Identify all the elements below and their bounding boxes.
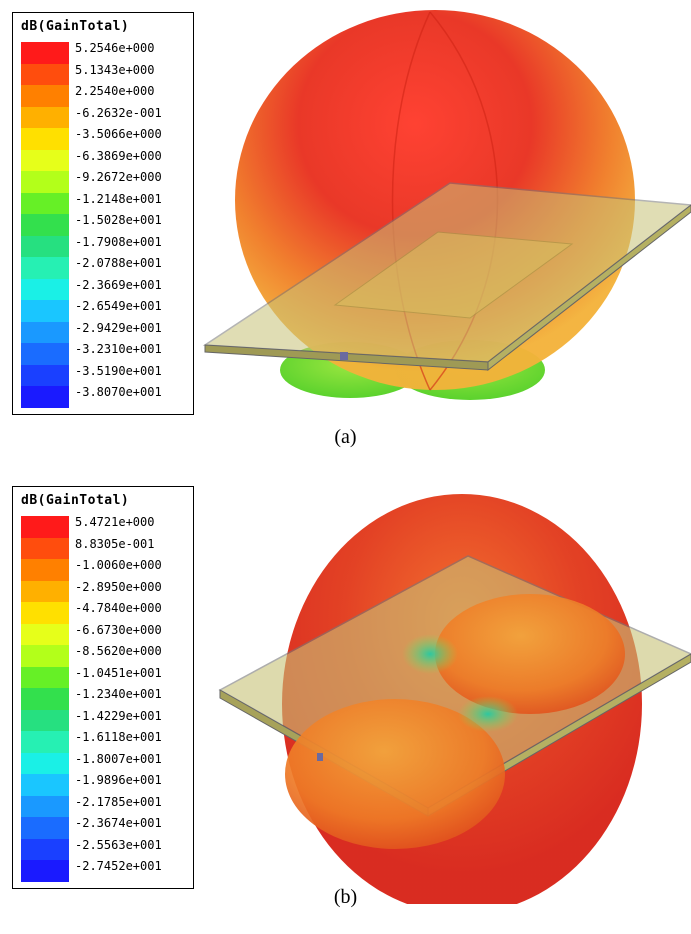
colorbar-swatch: [21, 580, 69, 602]
colorbar-swatch: [21, 235, 69, 257]
colorbar-swatch: [21, 645, 69, 667]
null-region: [402, 634, 458, 674]
colorbar-swatch: [21, 42, 69, 64]
colorbar-swatch: [21, 257, 69, 279]
colorbar-swatch: [21, 731, 69, 753]
colorbar-swatch: [21, 214, 69, 236]
legend-value-label: -2.3674e+001: [75, 816, 162, 830]
legend-value-label: -3.5066e+000: [75, 127, 162, 141]
colorbar-swatch: [21, 85, 69, 107]
colorbar-swatch: [21, 516, 69, 538]
legend-value-label: 2.2540e+000: [75, 84, 155, 98]
colorbar-swatch: [21, 537, 69, 559]
colorbar-swatch: [21, 817, 69, 839]
legend-labels-a: 5.2546e+000 5.1343e+000 2.2540e+000 -6.2632…: [75, 38, 162, 408]
radiation-pattern-a: [202, 10, 691, 400]
colorbar-swatch: [21, 795, 69, 817]
legend-value-label: -1.0451e+001: [75, 665, 162, 680]
colorbar-swatch: [21, 63, 69, 85]
colorbar-swatch: [21, 300, 69, 322]
upper-lobe-left: [285, 699, 505, 849]
legend-value-label: 5.1343e+000: [75, 62, 155, 77]
colorbar-a: [21, 42, 69, 408]
legend-value-label: -9.2672e+000: [75, 170, 162, 184]
feed-port-b: [317, 753, 323, 761]
legend-value-label: -1.6118e+001: [75, 730, 162, 744]
legend-value-label: 5.2546e+000: [75, 41, 155, 55]
colorbar-swatch: [21, 559, 69, 581]
colorbar-swatch: [21, 602, 69, 624]
legend-value-label: -6.3869e+000: [75, 148, 162, 163]
panel-b: dB(GainTotal) 5.4721e+000 8.8305e-001 -1.0…: [0, 474, 691, 934]
legend-value-label: 5.4721e+000: [75, 515, 155, 529]
legend-value-label: -2.3669e+001: [75, 277, 162, 292]
colorbar-swatch: [21, 386, 69, 408]
feed-port-a: [340, 352, 348, 360]
legend-value-label: -1.0060e+000: [75, 558, 162, 572]
legend-value-label: -1.4229e+001: [75, 708, 162, 723]
legend-value-label: -1.7908e+001: [75, 234, 162, 249]
colorbar-swatch: [21, 623, 69, 645]
caption-a: (a): [334, 426, 357, 448]
colorbar-swatch: [21, 688, 69, 710]
colorbar-b: [21, 516, 69, 882]
colorbar-swatch: [21, 752, 69, 774]
colorbar-swatch: [21, 128, 69, 150]
legend-value-label: -2.0788e+001: [75, 256, 162, 270]
radiation-pattern-b: [218, 494, 691, 904]
legend-value-label: 8.8305e-001: [75, 536, 155, 551]
panel-a: dB(GainTotal) 5.2546e+000 5.1343e+000 2.25…: [0, 0, 691, 460]
legend-value-label: -3.2310e+001: [75, 342, 162, 356]
legend-value-label: -1.8007e+001: [75, 751, 162, 766]
colorbar-swatch: [21, 321, 69, 343]
colorbar-swatch: [21, 774, 69, 796]
colorbar-swatch: [21, 838, 69, 860]
colorbar-swatch: [21, 106, 69, 128]
colorbar-swatch: [21, 171, 69, 193]
legend-value-label: -6.6730e+000: [75, 622, 162, 637]
legend-value-label: -4.7840e+000: [75, 601, 162, 615]
legend-labels-b: 5.4721e+000 8.8305e-001 -1.0060e+000 -2.895…: [75, 512, 162, 882]
legend-value-label: -6.2632e-001: [75, 105, 162, 120]
legend-value-label: -2.5563e+001: [75, 837, 162, 852]
legend-value-label: -2.9429e+001: [75, 320, 162, 335]
colorbar-swatch: [21, 709, 69, 731]
legend-value-label: -3.8070e+001: [75, 385, 162, 399]
colorbar-swatch: [21, 149, 69, 171]
colorbar-swatch: [21, 343, 69, 365]
upper-lobe-right: [435, 594, 625, 714]
colorbar-swatch: [21, 278, 69, 300]
patch-a: [333, 231, 574, 319]
legend-value-label: -2.8950e+000: [75, 579, 162, 594]
colorbar-swatch: [21, 364, 69, 386]
legend-value-label: -1.9896e+001: [75, 773, 162, 787]
legend-value-label: -1.5028e+001: [75, 213, 162, 227]
legend-title-b: dB(GainTotal): [21, 493, 130, 508]
legend-value-label: -3.5190e+001: [75, 363, 162, 378]
colorbar-swatch: [21, 860, 69, 882]
legend-value-label: -2.6549e+001: [75, 299, 162, 313]
legend-value-label: -1.2148e+001: [75, 191, 162, 206]
legend-b: dB(GainTotal) 5.4721e+000 8.8305e-001 -1.0…: [12, 486, 194, 889]
legend-a: dB(GainTotal) 5.2546e+000 5.1343e+000 2.25…: [12, 12, 194, 415]
ground-plane-edge-right-a: [487, 204, 691, 372]
legend-title-a: dB(GainTotal): [21, 19, 130, 34]
caption-b: (b): [333, 886, 358, 908]
legend-value-label: -2.7452e+001: [75, 859, 162, 873]
legend-value-label: -8.5620e+000: [75, 644, 162, 658]
colorbar-swatch: [21, 666, 69, 688]
legend-value-label: -1.2340e+001: [75, 687, 162, 701]
null-region: [458, 696, 518, 732]
colorbar-swatch: [21, 192, 69, 214]
legend-value-label: -2.1785e+001: [75, 794, 162, 809]
